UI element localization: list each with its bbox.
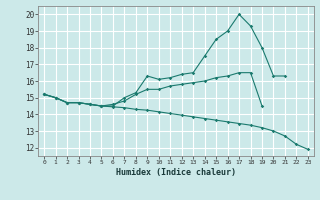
X-axis label: Humidex (Indice chaleur): Humidex (Indice chaleur) <box>116 168 236 177</box>
